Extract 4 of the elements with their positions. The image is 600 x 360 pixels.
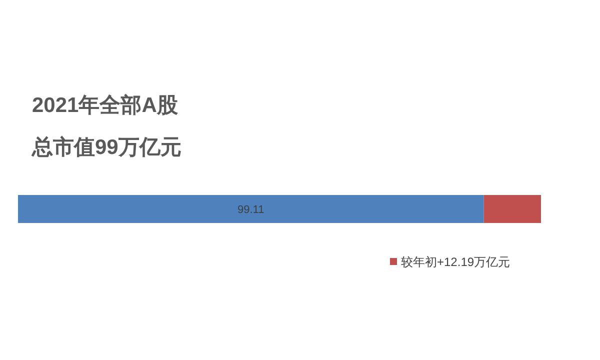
- chart-subtitle: 总市值99万亿元: [31, 135, 182, 159]
- data-label: 99.11: [238, 204, 264, 216]
- legend-label: 较年初+12.19万亿元: [401, 255, 510, 269]
- chart-title: 2021年全部A股: [32, 93, 179, 117]
